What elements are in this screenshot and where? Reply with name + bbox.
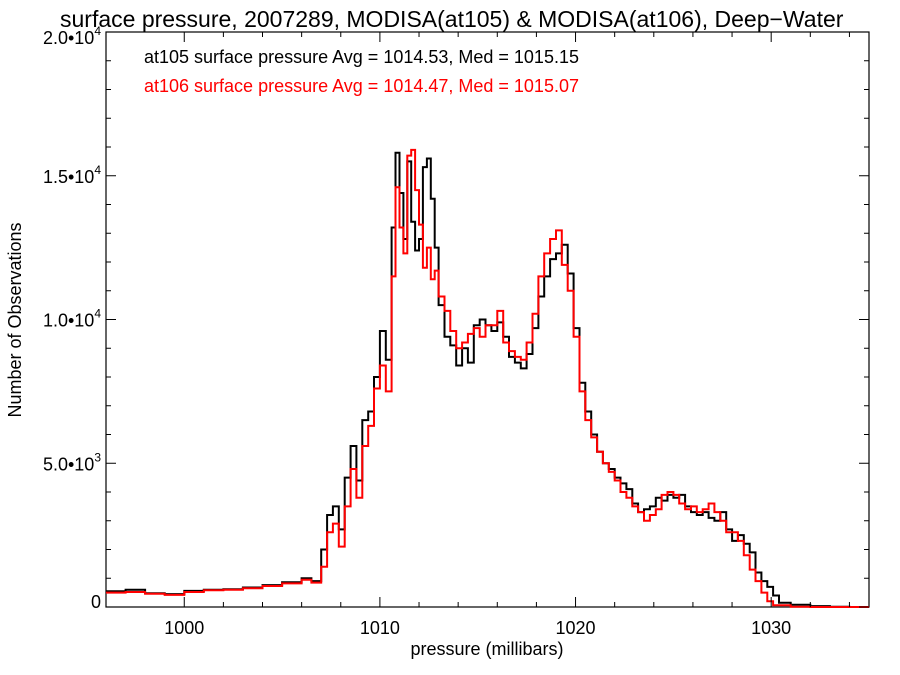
- y-tick-labels: 0 5.0•103 1.0•104 1.5•104 2.0•104: [43, 24, 101, 612]
- x-tick-label: 1010: [360, 618, 400, 638]
- y-tick-label: 1.0•104: [43, 307, 101, 331]
- x-tick-label: 1000: [164, 618, 204, 638]
- y-tick-label: 1.5•104: [43, 163, 101, 187]
- tick-marks: [106, 31, 869, 608]
- series-annotation-at105: at105 surface pressure Avg = 1014.53, Me…: [144, 47, 579, 67]
- series-line-at105: [106, 151, 869, 608]
- chart-title: surface pressure, 2007289, MODISA(at105)…: [60, 6, 844, 32]
- y-tick-label: 5.0•103: [43, 450, 101, 474]
- series-annotation-at106: at106 surface pressure Avg = 1014.47, Me…: [144, 76, 579, 96]
- x-tick-labels: 1000 1010 1020 1030: [164, 618, 791, 638]
- plot-frame: [105, 31, 870, 608]
- x-axis-label: pressure (millibars): [410, 639, 563, 659]
- series-line-at106: [106, 148, 869, 608]
- x-tick-label: 1030: [751, 618, 791, 638]
- y-tick-label: 2.0•104: [43, 24, 101, 48]
- y-tick-label: 0: [91, 592, 101, 612]
- x-tick-label: 1020: [556, 618, 596, 638]
- series-layer: [106, 148, 869, 608]
- y-axis-label: Number of Observations: [5, 222, 25, 417]
